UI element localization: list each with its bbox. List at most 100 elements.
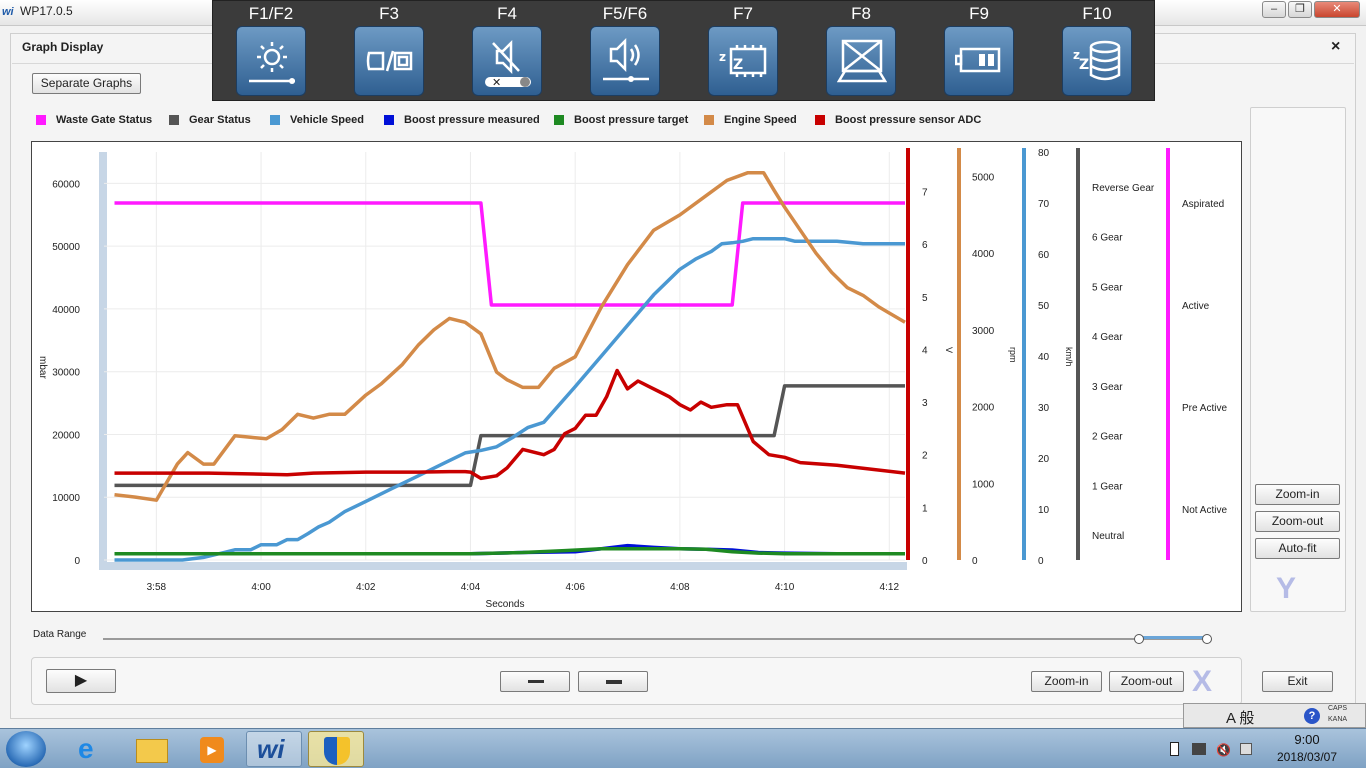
fkey-battery[interactable]: F9 (939, 1, 1019, 101)
y-tick-label: 50000 (52, 242, 80, 253)
fkey-brightness[interactable]: F1/F2 (231, 1, 311, 101)
axis-title-mbar: mbar (37, 356, 48, 379)
panel-close-button[interactable]: × (1331, 38, 1341, 55)
category-label-wg: Not Active (1182, 505, 1227, 516)
step-back-button[interactable] (500, 671, 570, 692)
series (114, 170, 906, 562)
battery-icon[interactable] (944, 26, 1014, 96)
y-tick-label: 20000 (52, 430, 80, 441)
tick-label-kmh: 50 (1038, 301, 1050, 312)
tick-label-rpm: 4000 (972, 249, 995, 260)
legend-label: Waste Gate Status (56, 114, 153, 126)
category-label-gear: 1 Gear (1092, 481, 1123, 492)
maximize-button[interactable]: ❐ (1288, 1, 1312, 18)
y-auto-fit-button[interactable]: Auto-fit (1255, 538, 1340, 559)
app-logo: wi (2, 6, 14, 18)
ime-toolbar: A 般 ? CAPS KANA (1183, 703, 1366, 728)
axis-bar-V (906, 148, 910, 560)
legend-label: Boost pressure measured (404, 114, 540, 126)
tick-label-V: 5 (922, 293, 928, 304)
axis-bar-wg (1166, 148, 1170, 560)
svg-text:z: z (1073, 48, 1080, 62)
separate-graphs-button[interactable]: Separate Graphs (32, 73, 141, 94)
axis-bar-kmh (1022, 148, 1026, 560)
network-tray-icon[interactable] (1192, 743, 1206, 755)
media-player-icon[interactable]: ▶ (184, 731, 240, 767)
panel-title: Graph Display (22, 40, 104, 54)
category-label-gear: 2 Gear (1092, 432, 1123, 443)
range-end-handle[interactable] (1202, 634, 1212, 644)
legend-swatch (270, 115, 280, 125)
wi-app-icon[interactable]: wi (246, 731, 302, 767)
chart-area[interactable]: 0 10000 20000 30000 40000 50000 60000 mbar 3:58 4… (31, 141, 1242, 612)
battery-tray-icon[interactable] (1170, 742, 1179, 756)
fkey-screen[interactable]: F3 (349, 1, 429, 101)
legend-label: Boost pressure target (574, 114, 689, 126)
clock-date[interactable]: 2018/03/07 (1276, 750, 1338, 764)
volume-tray-icon[interactable]: 🔇 (1216, 743, 1231, 757)
tick-label-kmh: 80 (1038, 148, 1050, 159)
tick-label-rpm: 1000 (972, 479, 995, 490)
tick-label-rpm: 3000 (972, 326, 995, 337)
minimize-button[interactable]: ‒ (1262, 1, 1286, 18)
tray-icons[interactable]: 🔇 (1168, 741, 1258, 757)
y-scrollbar-strip (99, 152, 107, 566)
brightness-icon[interactable] (236, 26, 306, 96)
fkey-label: F3 (379, 4, 399, 23)
step-forward-button[interactable] (578, 671, 648, 692)
volume-icon[interactable] (590, 26, 660, 96)
fkey-mute[interactable]: F4 ✕ (467, 1, 547, 101)
x-zoom-out-button[interactable]: Zoom-out (1109, 671, 1184, 692)
sound-mute-icon[interactable]: ✕ (472, 26, 542, 96)
window-close-button[interactable]: ✕ (1314, 1, 1360, 18)
kana-indicator: KANA (1328, 716, 1348, 723)
tick-label-rpm: 0 (972, 556, 978, 567)
start-button[interactable] (6, 731, 46, 767)
legend-swatch (704, 115, 714, 125)
data-range-track[interactable] (103, 638, 1209, 640)
range-start-handle[interactable] (1134, 634, 1144, 644)
internet-explorer-icon[interactable]: e (78, 733, 94, 764)
help-icon[interactable]: ? (1304, 708, 1320, 724)
x-tick-label: 3:58 (147, 582, 167, 593)
file-explorer-icon[interactable] (124, 731, 180, 767)
series-line-waste-gate-status (114, 201, 905, 307)
tick-label-rpm: 2000 (972, 403, 995, 414)
screen-mode-icon[interactable] (354, 26, 424, 96)
tick-label-V: 7 (922, 187, 928, 198)
y-zoom-out-button[interactable]: Zoom-out (1255, 511, 1340, 532)
y-zoom-in-button[interactable]: Zoom-in (1255, 484, 1340, 505)
grid (99, 152, 907, 570)
x-tick-label: 4:06 (565, 582, 585, 593)
x-axis-letter: X (1192, 665, 1213, 698)
tick-label-V: 1 (922, 503, 928, 514)
flag-tray-icon[interactable] (1240, 743, 1252, 755)
fkey-volume[interactable]: F5/F6 (585, 1, 665, 101)
x-tick-label: 4:12 (880, 582, 900, 593)
clock-time[interactable]: 9:00 (1294, 732, 1320, 747)
axis-bar-gear (1076, 148, 1080, 560)
play-button[interactable]: ▶ (46, 669, 116, 693)
legend-swatch (169, 115, 179, 125)
axis-title-kmh: km/h (1064, 347, 1074, 367)
tick-label-V: 0 (922, 556, 928, 567)
fkey-label: F7 (733, 4, 753, 23)
display-off-icon[interactable] (826, 26, 896, 96)
x-zoom-in-button[interactable]: Zoom-in (1031, 671, 1102, 692)
category-label-gear: 5 Gear (1092, 282, 1123, 293)
data-range-label: Data Range (33, 629, 87, 640)
exit-button[interactable]: Exit (1262, 671, 1333, 692)
ime-mode[interactable]: A 般 (1226, 710, 1255, 727)
tick-label-V: 4 (922, 345, 928, 356)
fkey-display-off[interactable]: F8 (821, 1, 901, 101)
security-shield-icon[interactable] (308, 731, 364, 767)
category-label-wg: Active (1182, 301, 1210, 312)
x-scrollbar-strip (99, 562, 907, 570)
